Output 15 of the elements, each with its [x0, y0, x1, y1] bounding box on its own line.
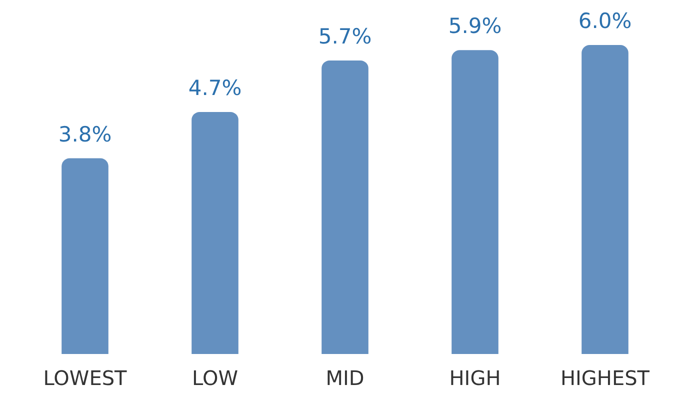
bar	[322, 60, 368, 354]
x-tick-label: LOWEST	[43, 366, 128, 390]
bar	[582, 45, 628, 354]
data-label: 5.9%	[448, 14, 502, 38]
bar	[452, 50, 498, 354]
data-label: 3.8%	[58, 122, 112, 146]
x-tick-label: HIGH	[449, 366, 501, 390]
x-tick-label: LOW	[192, 366, 238, 390]
bar	[62, 158, 108, 354]
data-label: 4.7%	[188, 76, 242, 100]
data-label: 6.0%	[578, 8, 632, 33]
x-tick-label: HIGHEST	[560, 366, 650, 390]
x-tick-label: MID	[326, 366, 364, 390]
data-label: 5.7%	[318, 24, 372, 48]
bar	[192, 112, 238, 354]
